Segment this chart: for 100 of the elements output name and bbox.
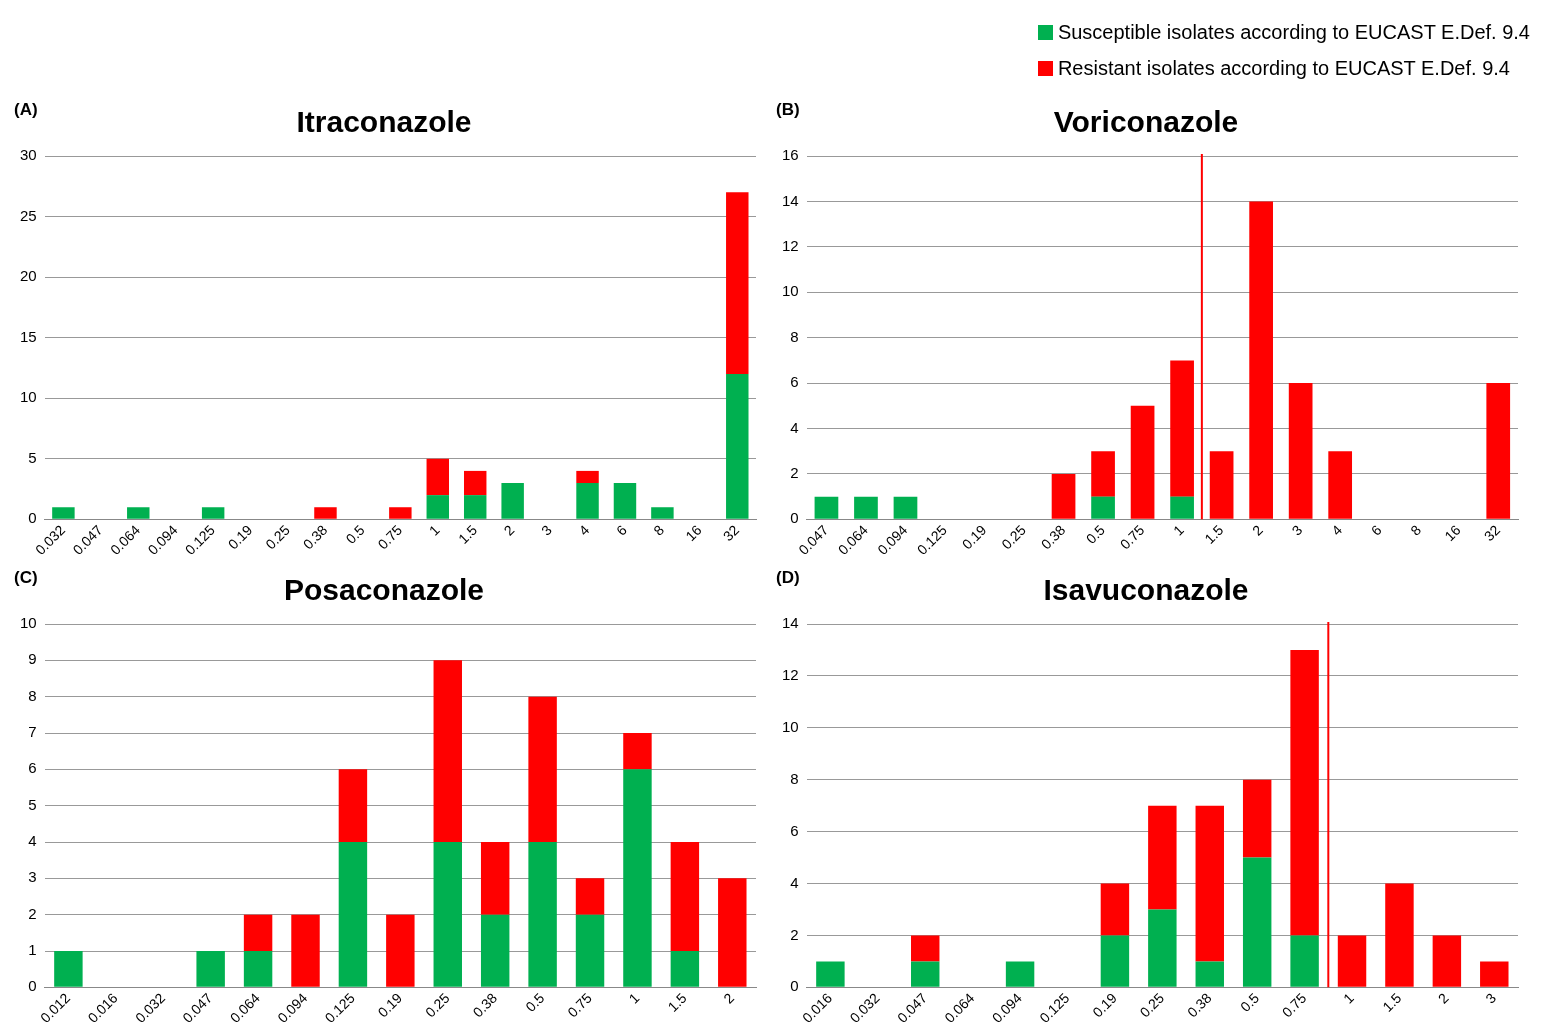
x-tick-label: 1.5	[664, 989, 690, 1015]
bar	[528, 842, 557, 987]
bar	[386, 914, 415, 987]
chart-title: Isavuconazole	[1043, 573, 1249, 607]
bar	[623, 769, 652, 987]
bar	[1100, 883, 1130, 936]
x-tick-label: 0.19	[1089, 989, 1120, 1021]
bar	[1486, 383, 1511, 519]
bar	[1100, 935, 1130, 987]
bar	[480, 914, 510, 987]
bar	[1328, 451, 1353, 519]
x-tick-label: 0.5	[1236, 989, 1263, 1015]
x-tick-label: 32	[1480, 521, 1504, 545]
x-tick-label: 0.19	[374, 989, 406, 1021]
bar	[291, 914, 320, 987]
bar	[911, 961, 940, 987]
x-tick-label: 8	[1407, 521, 1425, 539]
bar	[575, 914, 605, 987]
x-tick-label: 0.5	[522, 989, 548, 1015]
x-tick-label: 1.5	[1379, 989, 1405, 1015]
bar	[243, 914, 273, 952]
y-tick-label: 0	[28, 509, 37, 527]
bar	[1288, 383, 1313, 519]
bar	[426, 495, 450, 519]
y-tick-label: 14	[782, 614, 799, 632]
bar	[1051, 473, 1076, 519]
legend-label: Resistant isolates according to EUCAST E.Def. 9.4	[1057, 56, 1510, 80]
bar	[338, 842, 368, 987]
y-tick-label: 16	[782, 146, 799, 164]
y-tick-label: 20	[20, 267, 37, 285]
bar	[1242, 857, 1272, 987]
bar	[1242, 779, 1272, 858]
bar	[196, 951, 225, 987]
bar	[1432, 935, 1462, 987]
x-tick-label: 1	[625, 989, 643, 1007]
y-tick-label: 12	[782, 236, 799, 254]
x-tick-label: 2	[500, 521, 518, 539]
bar	[463, 495, 487, 519]
bar	[501, 483, 524, 519]
y-tick-label: 30	[20, 146, 37, 164]
bar	[1480, 961, 1509, 987]
chart-title: Itraconazole	[296, 105, 472, 139]
y-tick-label: 10	[20, 388, 37, 406]
y-tick-label: 4	[28, 832, 37, 850]
bar	[576, 483, 599, 519]
y-tick-label: 4	[790, 418, 799, 436]
bar	[243, 951, 273, 987]
bar	[1091, 451, 1115, 497]
bar	[1290, 935, 1319, 987]
y-tick-label: 2	[790, 464, 799, 482]
bar	[816, 961, 845, 987]
chart-title: Posaconazole	[283, 573, 485, 607]
bar	[1170, 360, 1194, 497]
text: (D)	[776, 568, 800, 588]
bar	[463, 470, 487, 496]
bar	[718, 878, 747, 987]
x-tick-label: 1	[425, 521, 443, 539]
bar	[54, 951, 83, 987]
y-tick-label: 10	[782, 717, 799, 735]
bar	[1290, 649, 1319, 936]
bar	[1249, 201, 1273, 519]
x-tick-label: 6	[1367, 521, 1385, 539]
bar	[1005, 961, 1035, 987]
bar	[52, 507, 75, 519]
bar	[576, 470, 599, 484]
bar	[426, 458, 450, 496]
text: (C)	[14, 568, 38, 588]
y-tick-label: 10	[782, 282, 799, 300]
bar	[670, 951, 700, 987]
x-tick-label: 1	[1170, 521, 1188, 539]
y-tick-label: 5	[28, 448, 37, 466]
x-tick-label: 1.5	[1201, 521, 1227, 547]
bar	[670, 842, 700, 952]
bar	[575, 878, 605, 915]
text: (A)	[14, 100, 38, 120]
bar	[1195, 805, 1224, 962]
bar	[1130, 405, 1155, 519]
y-tick-label: 2	[28, 904, 37, 922]
y-tick-label: 2	[790, 925, 799, 943]
x-tick-label: 0.5	[342, 521, 368, 547]
y-tick-label: 7	[28, 723, 37, 741]
bar	[1209, 451, 1234, 519]
y-tick-label: 1	[28, 941, 37, 959]
bar	[893, 496, 918, 519]
x-tick-label: 1.5	[454, 521, 481, 547]
bar	[389, 507, 412, 519]
y-tick-label: 5	[28, 795, 37, 813]
bar	[911, 935, 940, 962]
bar	[726, 374, 749, 519]
bar	[528, 696, 557, 843]
y-tick-label: 25	[20, 206, 37, 224]
y-tick-label: 12	[782, 666, 799, 684]
bar	[1148, 909, 1177, 987]
y-tick-label: 14	[782, 191, 799, 209]
y-tick-label: 10	[20, 614, 37, 632]
bar	[338, 769, 368, 843]
bar	[314, 507, 337, 519]
text: (B)	[776, 100, 800, 120]
x-tick-label: 1	[1340, 989, 1358, 1007]
bar	[127, 507, 150, 519]
